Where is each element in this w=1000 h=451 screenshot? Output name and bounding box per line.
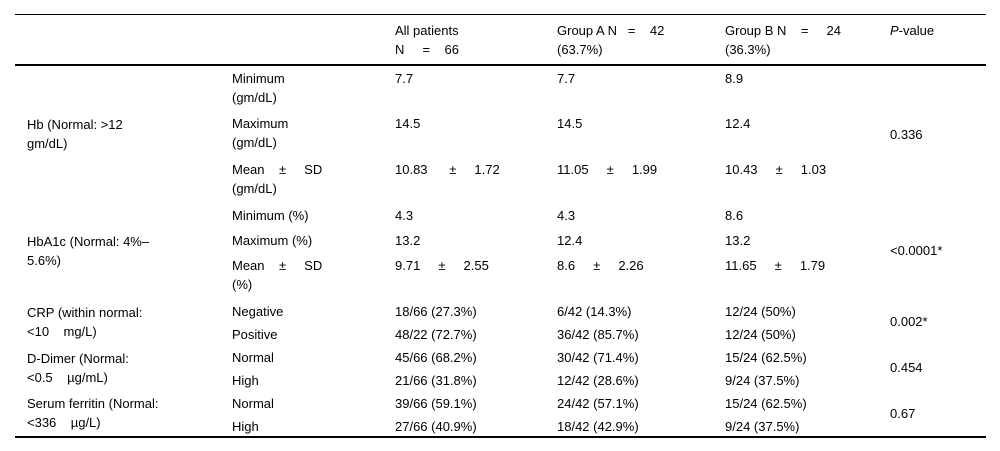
value-group-b: 9/24 (37.5%) [725, 418, 800, 434]
value-group-b: 12/24 (50%) [725, 303, 796, 319]
value-group-b: 8.9 [725, 70, 744, 86]
value-all: 14.5 [395, 115, 421, 131]
value-all: 18/66 (27.3%) [395, 303, 477, 319]
p-value-crp: 0.002* [890, 314, 928, 329]
value-group-b: 9/24 (37.5%) [725, 372, 800, 388]
value-group-a: 18/42 (42.9%) [557, 418, 639, 434]
row-label-hb-minimum: Minimum (gm/dL) [232, 70, 285, 105]
row-label-hba1c-maximum: Maximum (%) [232, 232, 313, 248]
value-group-a: 7.7 [557, 70, 576, 86]
row-label-hba1c-minimum: Minimum (%) [232, 207, 309, 223]
value-all: 48/22 (72.7%) [395, 326, 477, 342]
value-all: 4.3 [395, 207, 414, 223]
value-all: 13.2 [395, 232, 421, 248]
table-row: Maximum (gm/dL) 14.5 14.5 12.4 [15, 111, 986, 157]
table-row: CRP (within normal: <10 mg/L) Negative 1… [15, 299, 986, 339]
p-value-hba1c: <0.0001* [890, 243, 943, 258]
param-hba1c: HbA1c (Normal: 4%– 5.6%) [27, 233, 150, 268]
p-value-italic-p: P [890, 23, 899, 38]
value-all: 45/66 (68.2%) [395, 349, 477, 365]
value-group-a: 4.3 [557, 207, 576, 223]
table-row: Hb (Normal: >12 gm/dL) Minimum (gm/dL) 7… [15, 65, 986, 152]
row-label-ddimer-normal: Normal [232, 349, 274, 365]
row-label-hb-mean-sd: Mean ± SD (gm/dL) [232, 161, 323, 196]
value-all: 21/66 (31.8%) [395, 372, 477, 388]
value-group-b: 15/24 (62.5%) [725, 349, 807, 365]
param-crp: CRP (within normal: <10 mg/L) [27, 304, 143, 339]
p-value-d-dimer: 0.454 [890, 360, 923, 375]
header-sublabel-empty [232, 15, 395, 65]
value-group-b: 8.6 [725, 207, 744, 223]
param-hb: Hb (Normal: >12 gm/dL) [27, 117, 123, 151]
row-label-hba1c-mean-sd: Mean ± SD (%) [232, 257, 323, 292]
header-parameter-empty [15, 15, 232, 65]
table-row: High 27/66 (40.9%) 18/42 (42.9%) 9/24 (3… [15, 414, 986, 437]
table-row: D-Dimer (Normal: <0.5 µg/mL) Normal 45/6… [15, 345, 986, 385]
value-all: 27/66 (40.9%) [395, 418, 477, 434]
value-group-b: 15/24 (62.5%) [725, 395, 807, 411]
header-group-a: Group A N = 42 (63.7%) [557, 23, 665, 57]
value-group-a: 12/42 (28.6%) [557, 372, 639, 388]
row-label-ferritin-normal: Normal [232, 395, 274, 411]
table-row: HbA1c (Normal: 4%– 5.6%) Minimum (%) 4.3… [15, 203, 986, 268]
header-row: All patients N = 66 Group A N = 42 (63.7… [15, 15, 986, 65]
header-all-patients: All patients N = 66 [395, 23, 459, 57]
value-all: 39/66 (59.1%) [395, 395, 477, 411]
header-p-value: P-value [890, 15, 986, 65]
value-group-b: 12.4 [725, 115, 751, 131]
table-row: Maximum (%) 13.2 12.4 13.2 [15, 228, 986, 253]
value-group-a: 36/42 (85.7%) [557, 326, 639, 342]
value-group-a: 14.5 [557, 115, 583, 131]
value-group-a: 12.4 [557, 232, 583, 248]
value-all: 7.7 [395, 70, 414, 86]
lab-parameters-table-container: All patients N = 66 Group A N = 42 (63.7… [15, 14, 986, 438]
table-row: Mean ± SD (%) 9.71 ± 2.55 8.6 ± 2.26 11.… [15, 253, 986, 299]
value-group-a: 30/42 (71.4%) [557, 349, 639, 365]
value-group-b: 10.43 ± 1.03 [725, 161, 827, 177]
lab-parameters-table: All patients N = 66 Group A N = 42 (63.7… [15, 14, 986, 438]
p-value-hb: 0.336 [890, 126, 923, 142]
row-label-hb-maximum: Maximum (gm/dL) [232, 115, 289, 150]
row-label-crp-negative: Negative [232, 303, 284, 319]
row-label-ferritin-high: High [232, 418, 259, 434]
value-group-b: 11.65 ± 1.79 [725, 257, 826, 273]
table-row: Mean ± SD (gm/dL) 10.83 ± 1.72 11.05 ± 1… [15, 157, 986, 203]
param-serum-ferritin: Serum ferritin (Normal: <336 µg/L) [27, 396, 159, 430]
param-d-dimer: D-Dimer (Normal: <0.5 µg/mL) [27, 350, 129, 385]
value-group-a: 8.6 ± 2.26 [557, 257, 644, 273]
value-group-b: 12/24 (50%) [725, 326, 796, 342]
value-group-a: 6/42 (14.3%) [557, 303, 632, 319]
value-group-a: 11.05 ± 1.99 [557, 161, 658, 177]
value-all: 10.83 ± 1.72 [395, 161, 500, 177]
table-row: High 21/66 (31.8%) 12/42 (28.6%) 9/24 (3… [15, 368, 986, 391]
header-group-b: Group B N = 24 (36.3%) [725, 23, 841, 57]
p-value-serum-ferritin: 0.67 [890, 405, 916, 421]
row-label-crp-positive: Positive [232, 326, 278, 342]
table-row: Serum ferritin (Normal: <336 µg/L) Norma… [15, 391, 986, 431]
p-value-rest: -value [898, 23, 935, 38]
value-group-b: 13.2 [725, 232, 751, 248]
value-all: 9.71 ± 2.55 [395, 257, 489, 273]
value-group-a: 24/42 (57.1%) [557, 395, 639, 411]
table-row: Positive 48/22 (72.7%) 36/42 (85.7%) 12/… [15, 322, 986, 345]
row-label-ddimer-high: High [232, 372, 259, 388]
